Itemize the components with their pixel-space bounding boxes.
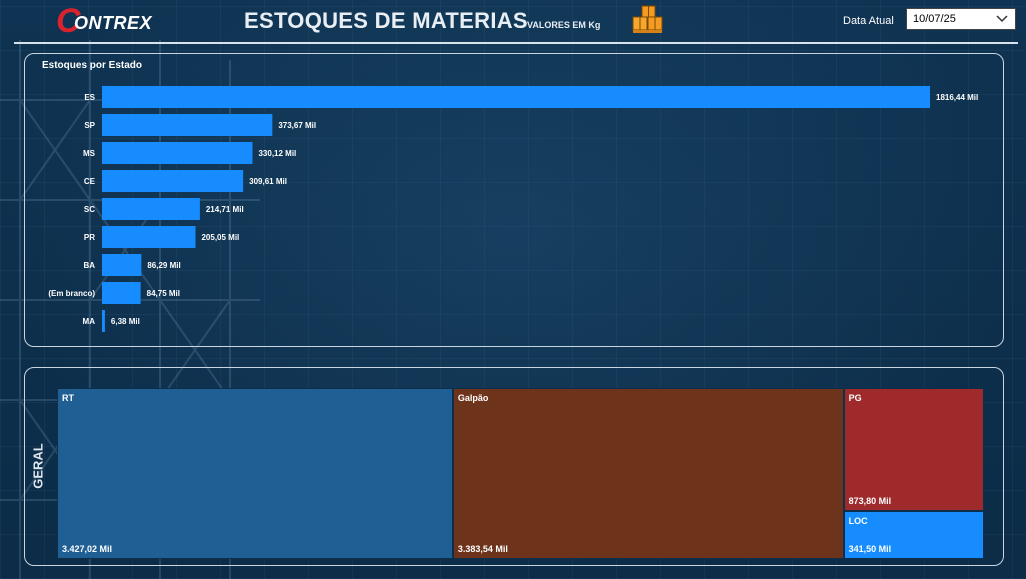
treemap-tile-value: 341,50 Mil xyxy=(848,543,892,554)
boxes-icon xyxy=(632,5,663,33)
general-stock-panel xyxy=(24,367,1004,566)
bar-category-label: SP xyxy=(84,121,95,130)
bar[interactable] xyxy=(102,226,196,248)
date-dropdown[interactable]: 10/07/25 xyxy=(906,8,1016,30)
treemap-tile-loc[interactable]: LOC 341,50 Mil xyxy=(843,510,984,559)
bar-data-label: 330,12 Mil xyxy=(258,149,296,158)
date-filter-label: Data Atual xyxy=(843,15,894,27)
bar-category-label: PR xyxy=(84,233,95,242)
bar-data-label: 214,71 Mil xyxy=(206,205,244,214)
bar-category-label: (Em branco) xyxy=(48,289,95,298)
bar[interactable] xyxy=(102,170,244,192)
states-stock-panel: ES 1816,44 Mil SP 373,67 Mil MS 330,12 Mil CE 3… xyxy=(24,53,1004,347)
bar[interactable] xyxy=(102,86,930,108)
treemap-tile-label: Galpão xyxy=(457,393,489,403)
locations-treemap: RT 3.427,02 Mil Galpão 3.383,54 Mil PG 873,80… xyxy=(57,388,984,559)
bar-category-label: ES xyxy=(84,93,95,102)
contrex-logo: C ONTREX xyxy=(56,4,166,38)
bar-data-label: 373,67 Mil xyxy=(278,121,316,130)
treemap-tile-rt[interactable]: RT 3.427,02 Mil xyxy=(57,388,453,559)
bar-category-label: SC xyxy=(84,205,95,214)
treemap-group-label: GERAL xyxy=(30,443,46,489)
logo-text: ONTREX xyxy=(74,13,153,33)
header-divider xyxy=(14,42,1018,44)
bar[interactable] xyxy=(102,198,200,220)
bar[interactable] xyxy=(102,254,142,276)
bar-data-label: 205,05 Mil xyxy=(201,233,239,242)
treemap-tile-value: 3.383,54 Mil xyxy=(457,544,508,554)
bar-data-label: 86,29 Mil xyxy=(147,261,180,270)
bar-data-label: 309,61 Mil xyxy=(249,177,287,186)
chevron-down-icon xyxy=(996,15,1008,23)
bar-category-label: MA xyxy=(83,317,96,326)
bar[interactable] xyxy=(102,114,273,136)
header: C ONTREX ESTOQUES DE MATERIAS VALORES EM… xyxy=(0,0,1026,44)
bar-category-label: MS xyxy=(83,149,96,158)
treemap-tile-value: 873,80 Mil xyxy=(848,495,892,506)
page-subtitle: VALORES EM Kg xyxy=(527,20,601,30)
treemap-tile-pg[interactable]: PG 873,80 Mil xyxy=(843,388,984,511)
states-bar-chart: ES 1816,44 Mil SP 373,67 Mil MS 330,12 Mil CE 3… xyxy=(48,86,978,332)
bar-category-label: CE xyxy=(84,177,96,186)
logo-initial: C xyxy=(56,2,81,40)
date-dropdown-value: 10/07/25 xyxy=(913,13,956,25)
bar[interactable] xyxy=(102,310,105,332)
bar[interactable] xyxy=(102,142,253,164)
treemap-tile-galpao[interactable]: Galpão 3.383,54 Mil xyxy=(452,388,844,559)
bar-data-label: 6,38 Mil xyxy=(111,317,140,326)
treemap-tile-value: 3.427,02 Mil xyxy=(62,544,113,554)
bar-data-label: 84,75 Mil xyxy=(147,289,180,298)
page-title: ESTOQUES DE MATERIAS xyxy=(244,8,528,33)
bar-data-label: 1816,44 Mil xyxy=(936,93,978,102)
treemap-tile-label: RT xyxy=(62,393,74,403)
bar-category-label: BA xyxy=(83,261,95,270)
treemap-tile-label: LOC xyxy=(848,515,868,526)
bar[interactable] xyxy=(102,282,141,304)
chart-title: Estoques por Estado xyxy=(42,60,143,71)
treemap-tile-label: PG xyxy=(848,393,862,403)
